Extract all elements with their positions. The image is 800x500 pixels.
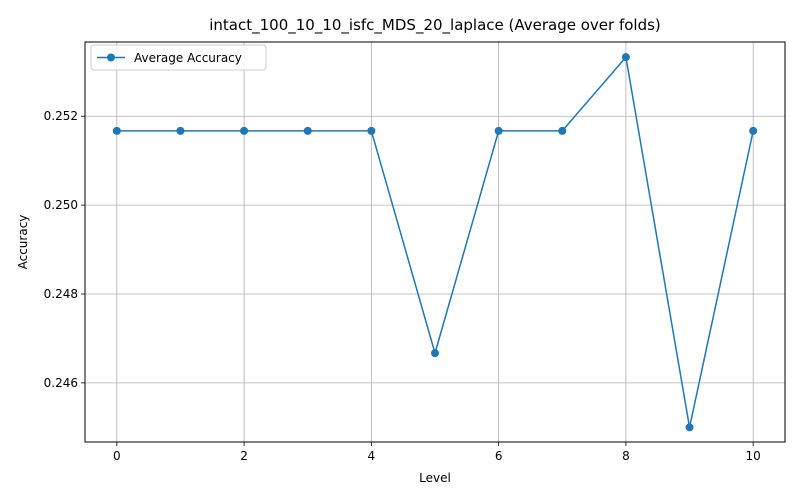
data-point xyxy=(749,126,758,135)
series-layer xyxy=(112,53,758,432)
x-tick-label: 2 xyxy=(240,449,248,463)
data-point xyxy=(494,126,503,135)
x-axis-label: Level xyxy=(419,471,451,485)
y-tick-label: 0.248 xyxy=(44,287,78,301)
legend-marker-swatch xyxy=(107,53,115,62)
data-point xyxy=(685,423,694,432)
y-tick-label: 0.246 xyxy=(44,376,78,390)
y-tick-label: 0.250 xyxy=(44,198,78,212)
data-point xyxy=(621,53,630,62)
x-tick-label: 0 xyxy=(113,449,121,463)
x-tick-label: 10 xyxy=(746,449,761,463)
y-tick-label: 0.252 xyxy=(44,109,78,123)
legend-entry-average-accuracy: Average Accuracy xyxy=(134,51,242,65)
data-point xyxy=(431,349,439,358)
x-tick-label: 6 xyxy=(495,449,503,463)
x-tick-label: 4 xyxy=(368,449,376,463)
data-point xyxy=(367,126,376,135)
y-axis-label: Accuracy xyxy=(16,215,30,270)
axis-ticks: 0 2 4 6 8 10 0.246 0.248 0.250 0.252 xyxy=(44,109,761,463)
x-tick-label: 8 xyxy=(622,449,630,463)
grid-lines xyxy=(85,42,785,442)
data-point xyxy=(240,126,249,135)
data-point xyxy=(558,126,567,135)
plot-frame xyxy=(84,41,786,443)
chart-title: intact_100_10_10_isfc_MDS_20_laplace (Av… xyxy=(209,16,661,35)
data-point xyxy=(303,126,312,135)
legend-box xyxy=(90,44,267,71)
legend: Average Accuracy xyxy=(90,44,267,71)
data-point xyxy=(112,126,121,135)
data-point xyxy=(176,126,185,135)
